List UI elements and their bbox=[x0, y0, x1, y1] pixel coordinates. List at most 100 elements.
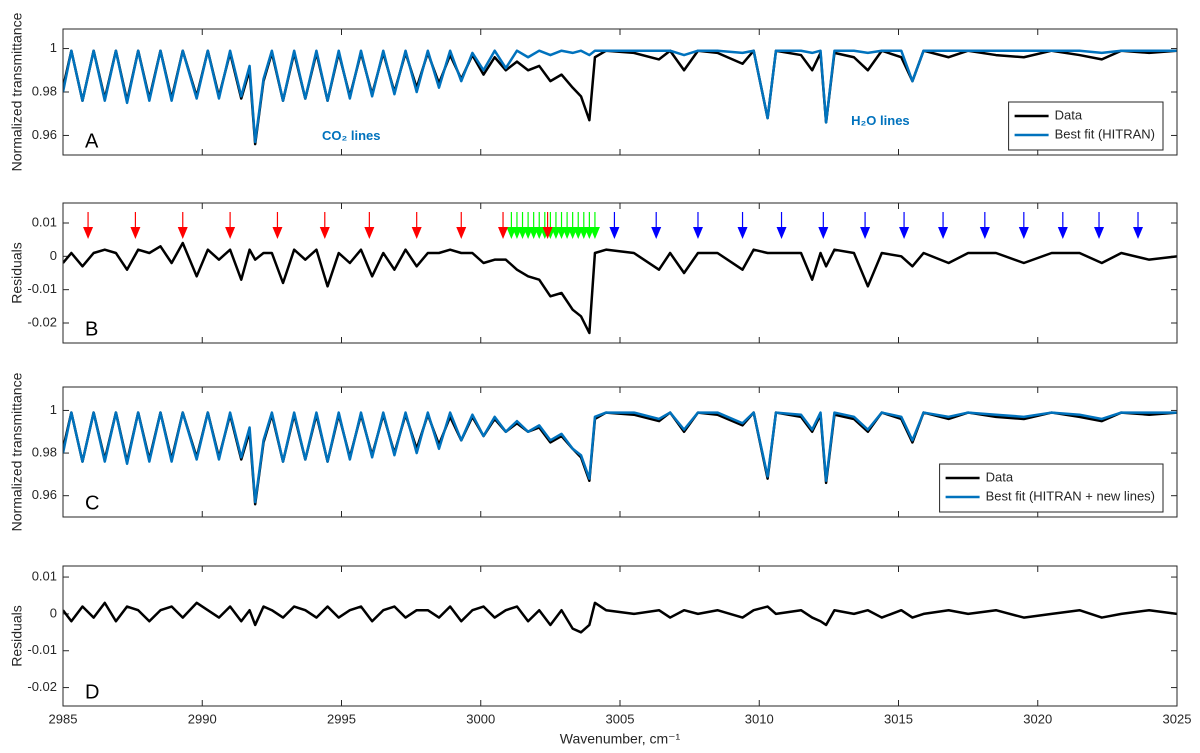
arrow-head bbox=[1057, 227, 1068, 239]
x-tick-label: 2995 bbox=[327, 711, 356, 726]
legend-label: Data bbox=[1055, 107, 1083, 122]
arrow bbox=[651, 212, 662, 239]
panel-label: B bbox=[85, 318, 98, 340]
arrow-head bbox=[456, 227, 467, 239]
panel-label: A bbox=[85, 130, 99, 152]
legend-label: Best fit (HITRAN) bbox=[1055, 126, 1155, 141]
arrow-head bbox=[1018, 227, 1029, 239]
panel: -0.02 -0.01 0 0.01 B Residuals bbox=[9, 202, 1178, 344]
arrow-head bbox=[411, 227, 422, 239]
arrow bbox=[776, 212, 787, 239]
x-tick-label: 3025 bbox=[1163, 711, 1192, 726]
arrow bbox=[1057, 212, 1068, 239]
arrow-head bbox=[979, 227, 990, 239]
arrow-head bbox=[818, 227, 829, 239]
axes-frame bbox=[62, 28, 1178, 156]
y-axis-label: Normalized transmittance bbox=[9, 12, 25, 171]
y-tick-label: 0.01 bbox=[32, 568, 57, 583]
x-tick-label: 3000 bbox=[466, 711, 495, 726]
y-axis-label: Residuals bbox=[9, 242, 25, 303]
arrow-head bbox=[177, 227, 188, 239]
panel-label: C bbox=[85, 492, 99, 514]
arrow bbox=[737, 212, 748, 239]
axes-frame bbox=[62, 565, 1178, 707]
arrow bbox=[692, 212, 703, 239]
legend: Data Best fit (HITRAN + new lines) bbox=[939, 463, 1164, 513]
panel: 2985 2990 2995 3000 3005 3010 3015 3020 3025 -0.0… bbox=[9, 565, 1192, 747]
arrow-head bbox=[589, 227, 600, 239]
x-tick-label: 2985 bbox=[49, 711, 78, 726]
y-axis-label: Normalized transmittance bbox=[9, 372, 25, 531]
arrow-head bbox=[1133, 227, 1144, 239]
arrow bbox=[860, 212, 871, 239]
arrow bbox=[979, 212, 990, 239]
legend-box bbox=[1008, 101, 1164, 151]
legend-label: Data bbox=[986, 469, 1014, 484]
axes-frame bbox=[62, 386, 1178, 518]
axes-frame bbox=[62, 202, 1178, 344]
arrow-head bbox=[651, 227, 662, 239]
x-axis-label: Wavenumber, cm⁻¹ bbox=[560, 731, 681, 747]
y-axis-label: Residuals bbox=[9, 605, 25, 666]
y-tick-label: -0.02 bbox=[27, 314, 57, 329]
arrow bbox=[1133, 212, 1144, 239]
arrow bbox=[319, 212, 330, 239]
arrow bbox=[498, 212, 509, 239]
arrow bbox=[1018, 212, 1029, 239]
arrow bbox=[899, 212, 910, 239]
legend-box bbox=[939, 463, 1164, 513]
arrow bbox=[609, 212, 620, 239]
panel: 0.96 0.98 1 C Normalized transmittance Data Be… bbox=[9, 372, 1178, 531]
spectrum-line bbox=[63, 49, 1177, 144]
y-tick-label: -0.01 bbox=[27, 642, 57, 657]
arrow bbox=[818, 212, 829, 239]
arrow bbox=[1094, 212, 1105, 239]
x-tick-label: 3015 bbox=[884, 711, 913, 726]
arrow bbox=[83, 212, 94, 239]
annotation: H₂O lines bbox=[851, 113, 910, 128]
panel-label: D bbox=[85, 681, 99, 703]
y-tick-label: -0.01 bbox=[27, 281, 57, 296]
arrow bbox=[589, 212, 600, 239]
arrow bbox=[938, 212, 949, 239]
arrow-head bbox=[542, 227, 553, 239]
y-tick-label: 1 bbox=[50, 402, 57, 417]
y-tick-label: 0.98 bbox=[32, 445, 57, 460]
y-tick-label: 1 bbox=[50, 40, 57, 55]
arrow-head bbox=[1094, 227, 1105, 239]
panel: 0.96 0.98 1 CO₂ lines H₂O lines A Normalized t… bbox=[9, 12, 1178, 171]
y-tick-label: -0.02 bbox=[27, 679, 57, 694]
x-tick-label: 3010 bbox=[745, 711, 774, 726]
spectrum-line bbox=[63, 241, 1177, 335]
arrow-head bbox=[737, 227, 748, 239]
arrow-head bbox=[225, 227, 236, 239]
arrow-head bbox=[83, 227, 94, 239]
arrow-head bbox=[272, 227, 283, 239]
arrow bbox=[456, 212, 467, 239]
arrow-head bbox=[364, 227, 375, 239]
legend-label: Best fit (HITRAN + new lines) bbox=[986, 488, 1155, 503]
arrow bbox=[225, 212, 236, 239]
spectrum-line bbox=[63, 601, 1177, 634]
x-tick-label: 3005 bbox=[606, 711, 635, 726]
x-tick-label: 2990 bbox=[188, 711, 217, 726]
y-tick-label: 0 bbox=[50, 605, 57, 620]
arrow-head bbox=[609, 227, 620, 239]
arrow-head bbox=[860, 227, 871, 239]
arrow-head bbox=[130, 227, 141, 239]
arrow-head bbox=[776, 227, 787, 239]
y-tick-label: 0.96 bbox=[32, 127, 57, 142]
arrow-head bbox=[498, 227, 509, 239]
arrow-head bbox=[692, 227, 703, 239]
arrow bbox=[177, 212, 188, 239]
y-tick-label: 0.01 bbox=[32, 214, 57, 229]
arrow bbox=[130, 212, 141, 239]
arrow-head bbox=[938, 227, 949, 239]
arrow-head bbox=[899, 227, 910, 239]
x-tick-label: 3020 bbox=[1023, 711, 1052, 726]
arrow bbox=[272, 212, 283, 239]
annotation: CO₂ lines bbox=[322, 128, 381, 143]
arrow bbox=[411, 212, 422, 239]
plot-area bbox=[63, 566, 1177, 706]
